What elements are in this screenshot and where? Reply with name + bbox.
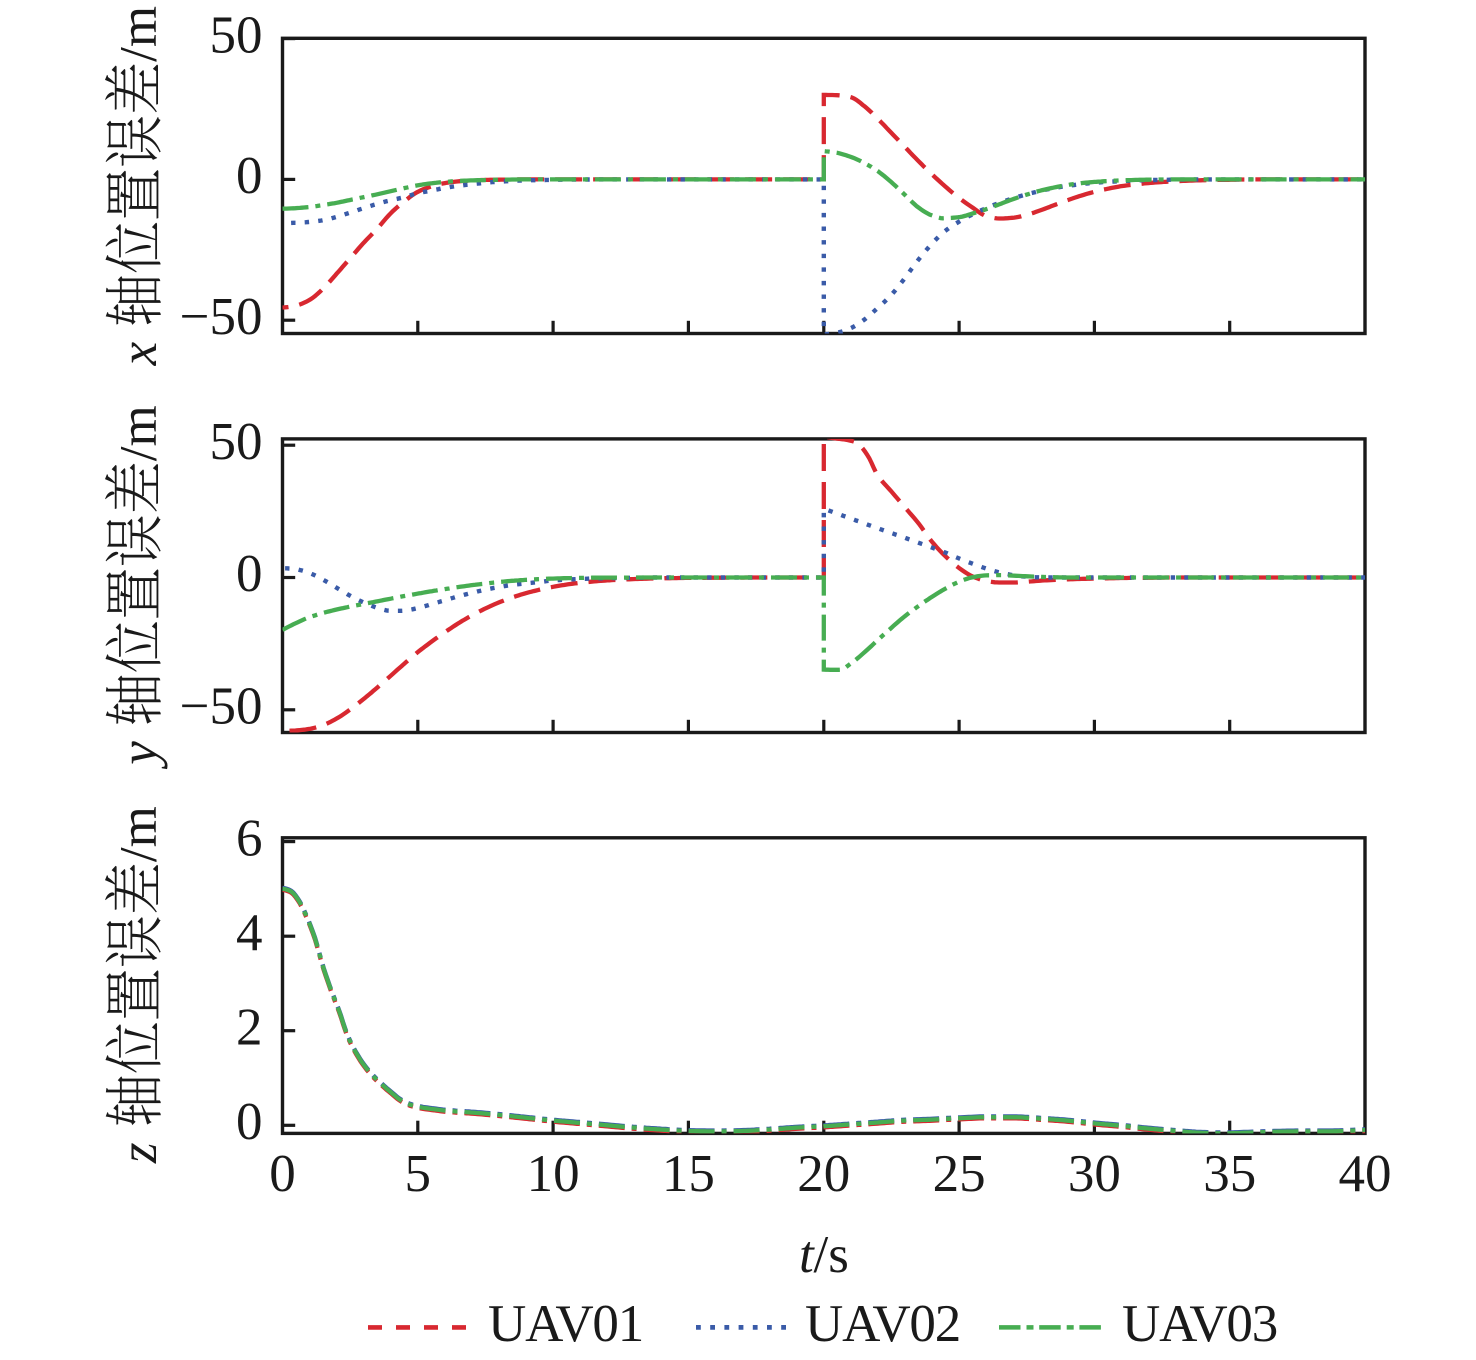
svg-text:6: 6 — [236, 809, 263, 867]
svg-text:0: 0 — [269, 1145, 296, 1203]
svg-text:x: x — [110, 341, 168, 366]
svg-text:UAV02: UAV02 — [805, 1295, 960, 1353]
svg-text:y: y — [110, 741, 168, 770]
svg-text:z: z — [110, 1142, 168, 1164]
svg-text:0: 0 — [236, 1093, 263, 1151]
svg-text:5: 5 — [405, 1145, 432, 1203]
svg-text:40: 40 — [1339, 1145, 1392, 1203]
svg-text:25: 25 — [933, 1145, 986, 1203]
svg-text:10: 10 — [527, 1145, 580, 1203]
svg-text:35: 35 — [1203, 1145, 1256, 1203]
svg-text:0: 0 — [236, 147, 263, 205]
svg-text:2: 2 — [236, 998, 263, 1056]
svg-text:15: 15 — [662, 1145, 715, 1203]
svg-text:/m: /m — [110, 405, 168, 461]
svg-text:4: 4 — [236, 904, 263, 962]
svg-text:50: 50 — [210, 6, 263, 64]
svg-text:/m: /m — [110, 6, 168, 62]
svg-text:30: 30 — [1068, 1145, 1121, 1203]
svg-text:50: 50 — [210, 413, 263, 471]
svg-text:UAV01: UAV01 — [488, 1295, 643, 1353]
svg-text:−50: −50 — [180, 678, 263, 736]
svg-text:−50: −50 — [180, 288, 263, 346]
svg-text:/s: /s — [814, 1226, 849, 1284]
svg-text:UAV03: UAV03 — [1122, 1295, 1277, 1353]
svg-text:t: t — [799, 1226, 815, 1284]
svg-text:/m: /m — [110, 806, 168, 862]
svg-text:0: 0 — [236, 545, 263, 603]
svg-text:20: 20 — [797, 1145, 850, 1203]
